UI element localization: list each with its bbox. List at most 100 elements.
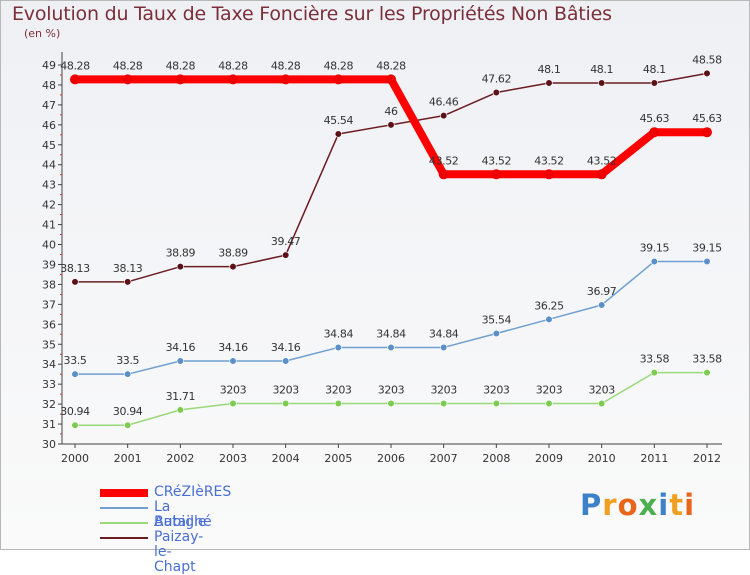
data-point (650, 79, 658, 87)
data-label: 30.94 (60, 405, 90, 418)
data-point (598, 301, 606, 309)
y-tick-label: 46 (42, 119, 56, 132)
data-label: 34.84 (324, 327, 354, 340)
data-point (334, 399, 342, 408)
logo-letter: r (602, 488, 618, 522)
data-point (438, 169, 449, 180)
data-label: 48.28 (166, 59, 196, 72)
logo-letter: o (617, 488, 639, 522)
data-point (387, 399, 395, 408)
data-label: 48.28 (271, 59, 301, 72)
data-point (176, 406, 184, 414)
data-point (387, 121, 395, 129)
y-tick-label: 39 (42, 258, 56, 271)
logo-letter: P (580, 488, 603, 522)
data-label: 3203 (483, 384, 510, 397)
data-label: 38.13 (113, 262, 143, 275)
data-label: 33.58 (692, 353, 722, 366)
data-label: 34.84 (429, 327, 459, 340)
data-label: 39.15 (692, 241, 722, 254)
y-tick-label: 30 (42, 438, 56, 451)
data-label: 46.46 (429, 96, 459, 109)
data-point (598, 79, 606, 87)
y-tick-label: 33 (42, 378, 56, 391)
data-label: 3203 (378, 384, 405, 397)
data-label: 43.52 (534, 154, 564, 167)
logo-letter: i (684, 488, 696, 522)
data-point (229, 399, 237, 408)
data-point (440, 112, 448, 120)
data-label: 48.1 (538, 63, 561, 76)
data-label: 48.58 (692, 53, 722, 66)
data-point (650, 257, 658, 266)
data-label: 48.1 (643, 63, 666, 76)
y-tick-label: 34 (42, 358, 56, 371)
data-point (545, 315, 553, 323)
x-tick-label: 2007 (430, 452, 458, 465)
legend-label: La Bataille (154, 499, 207, 530)
y-tick-label: 45 (42, 139, 56, 152)
y-tick-label: 35 (42, 338, 56, 351)
data-label: 33.5 (116, 354, 139, 367)
data-point (333, 74, 344, 85)
data-label: 48.1 (590, 63, 613, 76)
data-point (282, 399, 290, 408)
y-tick-label: 44 (42, 159, 56, 172)
data-label: 3203 (220, 384, 247, 397)
y-tick-label: 40 (42, 239, 56, 252)
data-label: 45.63 (692, 112, 722, 125)
data-point (703, 257, 711, 266)
data-label: 45.54 (324, 114, 354, 127)
data-point (70, 74, 80, 85)
data-point (124, 278, 132, 286)
data-label: 38.13 (60, 262, 90, 275)
x-tick-label: 2000 (61, 452, 89, 465)
data-label: 3203 (588, 384, 615, 397)
data-point (703, 368, 711, 377)
logo-letter: i (658, 488, 670, 522)
data-label: 43.52 (482, 154, 512, 167)
legend-swatch (100, 522, 148, 524)
data-label: 48.28 (218, 59, 248, 72)
data-point (71, 278, 79, 286)
y-tick-label: 41 (42, 219, 56, 232)
legend-swatch (100, 537, 148, 539)
data-point (702, 127, 712, 138)
data-point (175, 74, 186, 85)
data-label: 48.28 (376, 59, 406, 72)
data-label: 3203 (536, 384, 563, 397)
data-point (387, 343, 395, 352)
data-point (176, 263, 184, 271)
series-line (75, 260, 707, 375)
data-point (492, 329, 500, 338)
data-point (282, 251, 290, 259)
data-label: 39.15 (640, 241, 670, 254)
y-tick-label: 36 (42, 318, 56, 331)
data-label: 39.47 (271, 235, 301, 248)
data-point (703, 69, 711, 77)
data-label: 3203 (272, 384, 299, 397)
x-tick-label: 2009 (535, 452, 563, 465)
legend-label: Paizay-le-Chapt (154, 529, 204, 575)
chart-frame (0, 0, 750, 550)
data-label: 48.28 (324, 59, 354, 72)
data-label: 38.89 (166, 247, 196, 260)
data-label: 48.28 (113, 59, 143, 72)
y-tick-label: 42 (42, 199, 56, 212)
data-label: 33.58 (640, 353, 670, 366)
data-label: 48.28 (60, 59, 90, 72)
data-label: 38.89 (218, 247, 248, 260)
data-point (649, 127, 660, 138)
y-tick-label: 48 (42, 79, 56, 92)
data-label: 34.16 (166, 341, 196, 354)
data-label: 43.52 (429, 154, 459, 167)
data-point (124, 421, 132, 429)
data-point (545, 79, 553, 87)
data-label: 34.16 (271, 341, 301, 354)
data-point (650, 368, 658, 377)
y-tick-label: 49 (42, 59, 56, 72)
data-label: 45.63 (640, 112, 670, 125)
x-tick-label: 2003 (219, 452, 247, 465)
y-tick-label: 47 (42, 99, 56, 112)
data-label: 31.71 (166, 390, 196, 403)
